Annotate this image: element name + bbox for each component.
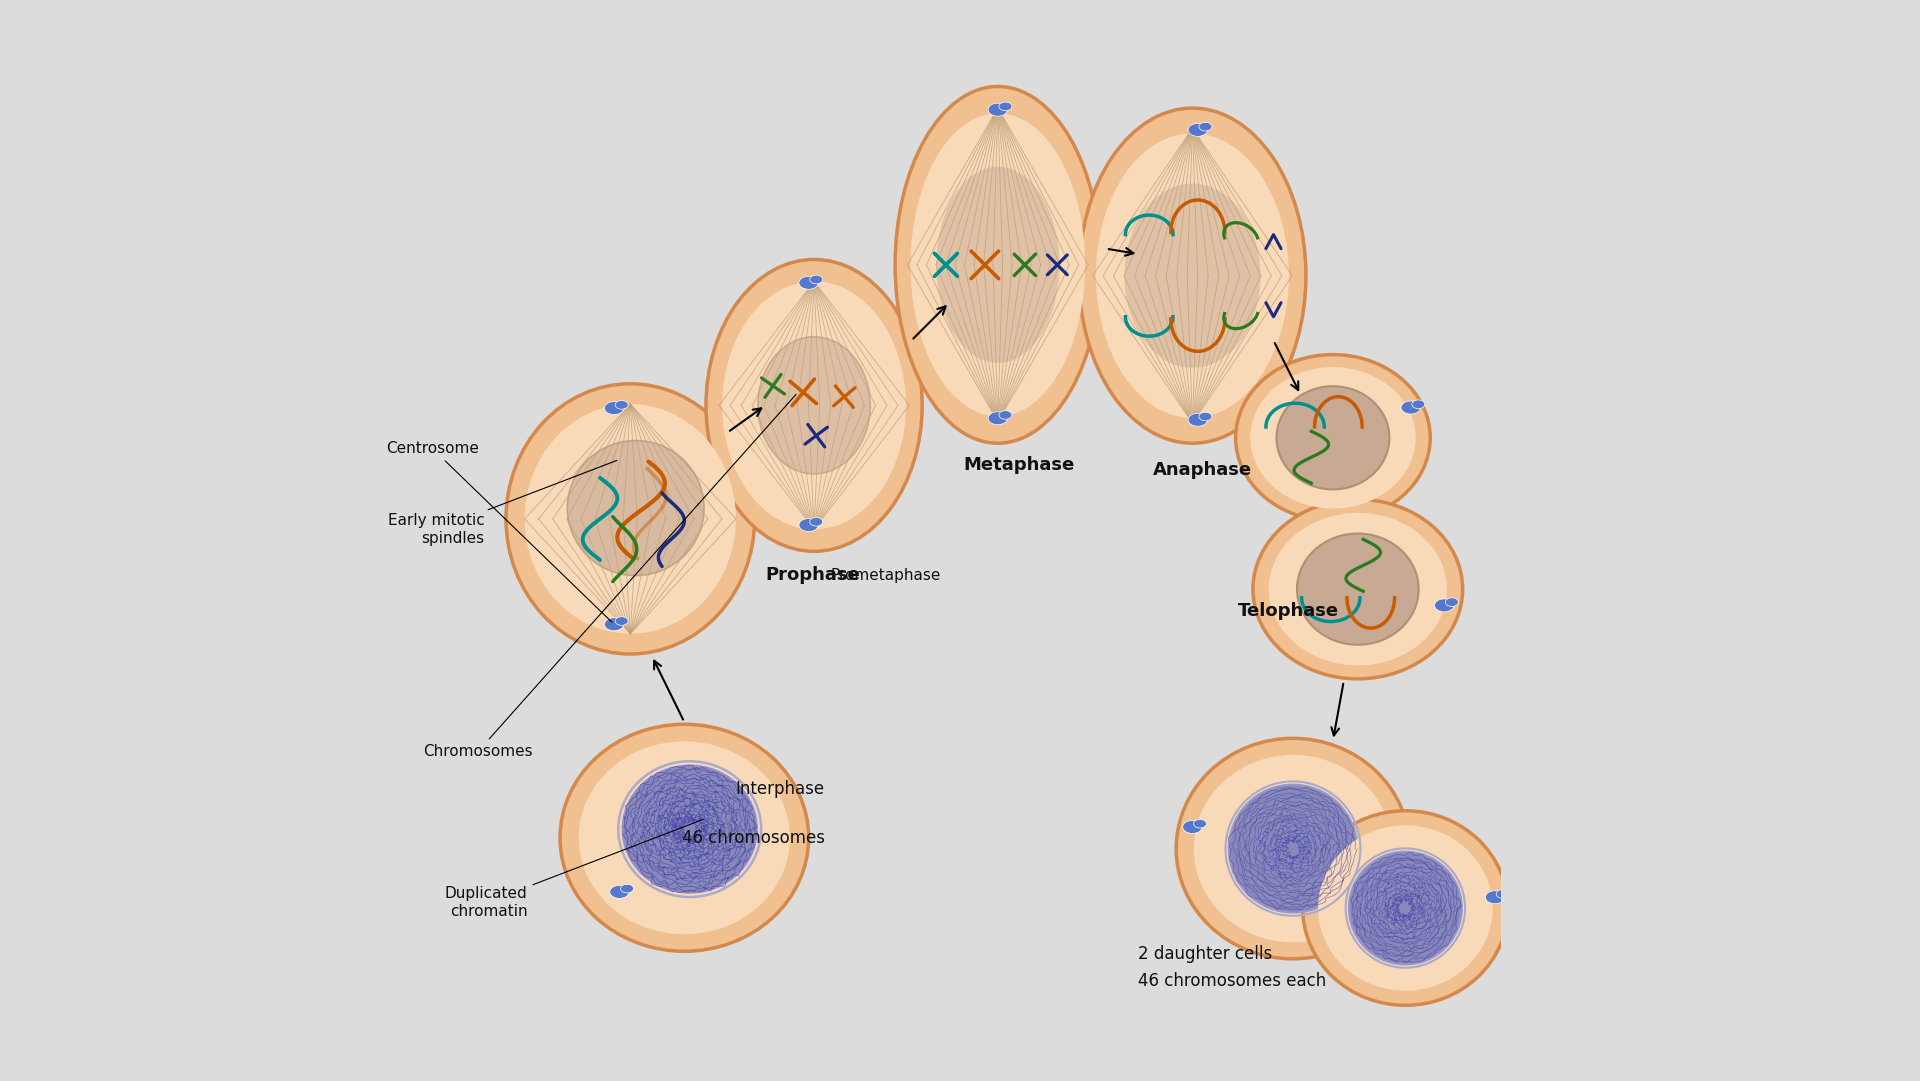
- Ellipse shape: [810, 518, 822, 526]
- Ellipse shape: [1236, 355, 1430, 521]
- Ellipse shape: [1319, 826, 1492, 990]
- Text: Metaphase: Metaphase: [964, 456, 1075, 473]
- Ellipse shape: [1194, 755, 1392, 943]
- Ellipse shape: [998, 102, 1012, 110]
- Ellipse shape: [614, 400, 628, 409]
- Ellipse shape: [1096, 133, 1288, 418]
- Ellipse shape: [799, 277, 818, 290]
- Ellipse shape: [622, 765, 756, 893]
- Ellipse shape: [1198, 412, 1212, 421]
- Ellipse shape: [910, 114, 1085, 416]
- Ellipse shape: [605, 618, 624, 631]
- Text: Centrosome: Centrosome: [386, 441, 612, 623]
- Ellipse shape: [998, 411, 1012, 419]
- Ellipse shape: [1411, 400, 1425, 409]
- Ellipse shape: [1402, 401, 1421, 414]
- Ellipse shape: [605, 401, 624, 414]
- Ellipse shape: [1446, 598, 1459, 606]
- Ellipse shape: [722, 281, 906, 530]
- Ellipse shape: [1486, 891, 1505, 904]
- Ellipse shape: [1183, 820, 1202, 833]
- Ellipse shape: [1250, 368, 1415, 508]
- Ellipse shape: [1434, 599, 1453, 612]
- Text: Anaphase: Anaphase: [1152, 462, 1252, 479]
- Text: Interphase: Interphase: [735, 780, 826, 798]
- Ellipse shape: [1277, 386, 1390, 490]
- Ellipse shape: [989, 103, 1008, 116]
- Ellipse shape: [1496, 890, 1509, 898]
- Text: 2 daughter cells
46 chromosomes each: 2 daughter cells 46 chromosomes each: [1139, 945, 1327, 990]
- Ellipse shape: [620, 884, 634, 893]
- Ellipse shape: [1194, 819, 1206, 828]
- Ellipse shape: [1188, 123, 1208, 136]
- Ellipse shape: [1198, 122, 1212, 131]
- Ellipse shape: [611, 885, 630, 898]
- Text: Prometaphase: Prometaphase: [829, 568, 941, 583]
- Ellipse shape: [524, 404, 735, 633]
- Ellipse shape: [1125, 184, 1261, 368]
- Ellipse shape: [937, 166, 1060, 363]
- Text: Chromosomes: Chromosomes: [424, 395, 797, 759]
- Ellipse shape: [578, 742, 789, 934]
- Ellipse shape: [1188, 413, 1208, 426]
- Text: Prophase: Prophase: [766, 566, 860, 584]
- Ellipse shape: [1269, 512, 1448, 666]
- Ellipse shape: [566, 440, 705, 575]
- Ellipse shape: [1302, 811, 1507, 1005]
- Ellipse shape: [1350, 852, 1461, 964]
- Ellipse shape: [989, 412, 1008, 425]
- Ellipse shape: [1298, 534, 1419, 644]
- Ellipse shape: [507, 384, 755, 654]
- Text: Duplicated
chromatin: Duplicated chromatin: [445, 819, 703, 919]
- Ellipse shape: [1229, 785, 1357, 912]
- Ellipse shape: [758, 337, 870, 473]
- Ellipse shape: [1254, 499, 1463, 679]
- Text: Early mitotic
spindles: Early mitotic spindles: [388, 461, 616, 546]
- Text: Telophase: Telophase: [1238, 602, 1338, 619]
- Ellipse shape: [895, 86, 1100, 443]
- Ellipse shape: [1177, 738, 1409, 959]
- Ellipse shape: [799, 519, 818, 532]
- Ellipse shape: [561, 724, 808, 951]
- Ellipse shape: [810, 276, 822, 284]
- Text: 46 chromosomes: 46 chromosomes: [682, 829, 826, 846]
- Ellipse shape: [1079, 108, 1306, 443]
- Ellipse shape: [614, 616, 628, 625]
- Ellipse shape: [707, 259, 922, 551]
